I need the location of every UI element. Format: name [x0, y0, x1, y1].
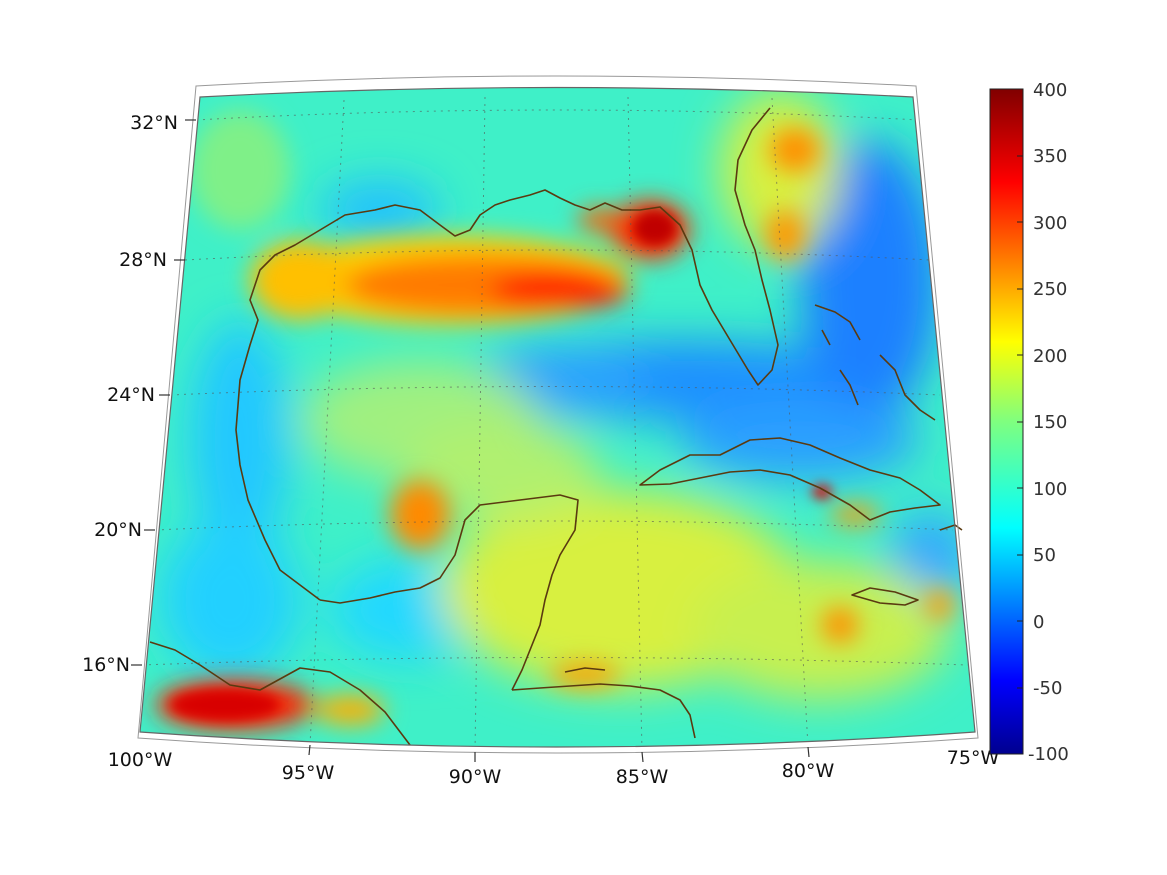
lat-label-24n: 24°N [107, 384, 155, 406]
lat-label-32n: 32°N [130, 112, 178, 134]
map-frame [139, 86, 976, 748]
colorbar-label: -100 [1028, 744, 1069, 765]
colorbar-label: 300 [1033, 213, 1067, 234]
colorbar-label: 0 [1033, 612, 1044, 633]
lat-label-16n: 16°N [82, 654, 130, 676]
lon-label-85w: 85°W [616, 766, 669, 788]
colorbar-label: 400 [1033, 80, 1067, 101]
colorbar-label: 100 [1033, 479, 1067, 500]
colorbar-label: 250 [1033, 279, 1067, 300]
lon-label-75w: 75°W [947, 747, 1000, 769]
lon-label-80w: 80°W [782, 760, 835, 782]
colorbar-label: -50 [1033, 678, 1062, 699]
tick-marks [131, 119, 810, 763]
lon-label-100w: 100°W [108, 749, 173, 771]
colorbar-label: 50 [1033, 545, 1056, 566]
colorbar-label: 150 [1033, 412, 1067, 433]
lon-label-95w: 95°W [282, 762, 335, 784]
lat-label-20n: 20°N [94, 519, 142, 541]
colorbar-labels: 400 350 300 250 200 150 100 50 0 -50 -10… [1028, 80, 1069, 765]
graticule [141, 96, 969, 747]
lon-label-90w: 90°W [449, 766, 502, 788]
map-outer-frame [137, 75, 979, 754]
colorbar-ticks [1017, 155, 1023, 689]
colorbar-label: 200 [1033, 346, 1067, 367]
lat-label-28n: 28°N [119, 249, 167, 271]
colorbar-label: 350 [1033, 146, 1067, 167]
data-field [140, 87, 975, 747]
